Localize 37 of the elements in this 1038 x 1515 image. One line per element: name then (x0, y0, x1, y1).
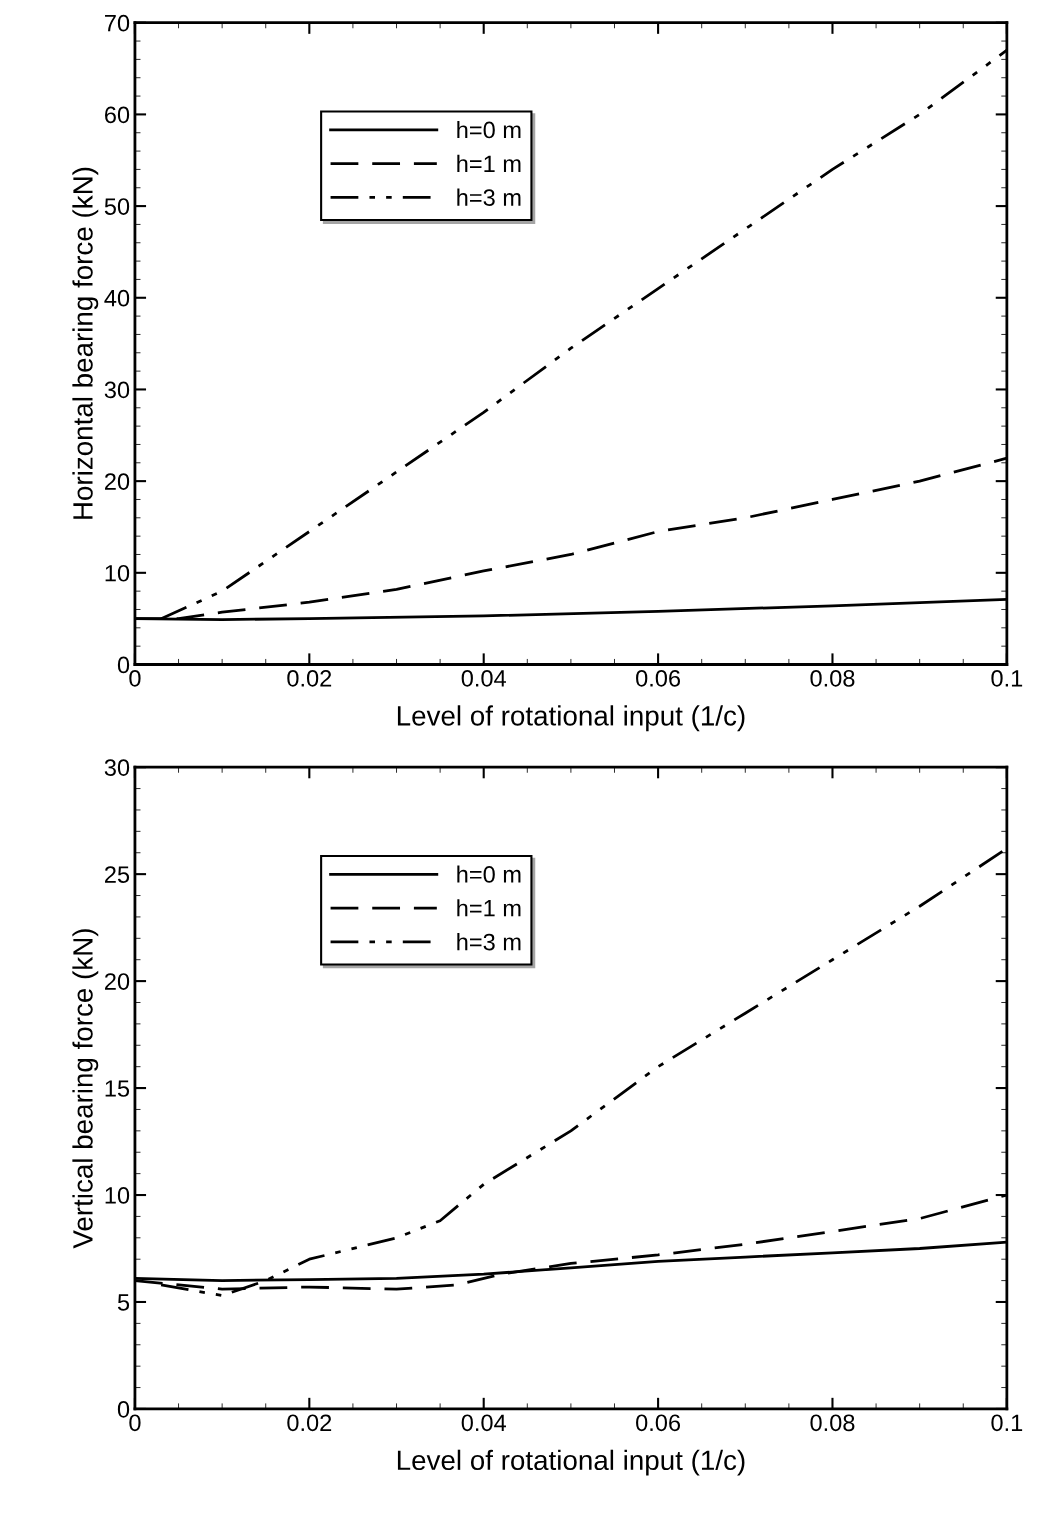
y-tick-label: 15 (105, 1080, 130, 1097)
y-tick-label: 50 (104, 198, 130, 215)
legend-label: h=3 m (457, 933, 521, 951)
y-tick-label: 70 (105, 14, 130, 32)
y-tick-label: 60 (105, 106, 130, 124)
x-tick-label: 0.04 (461, 669, 506, 687)
y-tick-label: 0 (117, 1401, 130, 1418)
x-tick-label: 0.04 (461, 1414, 506, 1432)
legend-label: h=0 m (457, 120, 521, 139)
x-axis-title: Level of rotational input (1/c) (397, 705, 745, 732)
x-tick-label: 0.06 (636, 669, 681, 687)
x-axis-title: Level of rotational input (1/c) (397, 1449, 745, 1476)
y-tick-label: 25 (105, 866, 130, 883)
y-tick-label: 10 (105, 1187, 130, 1204)
y-tick-label: 40 (104, 289, 130, 307)
y-tick-label: 30 (104, 381, 130, 399)
x-tick-label: 0 (129, 669, 141, 687)
x-tick-label: 0 (129, 1414, 141, 1432)
legend-label: h=3 m (457, 188, 521, 206)
x-tick-label: 0.08 (810, 1414, 855, 1432)
y-tick-label: 10 (105, 564, 130, 582)
x-tick-label: 0.1 (991, 669, 1023, 687)
x-tick-label: 0.08 (810, 669, 855, 687)
y-axis-title: Horizontal bearing force (kN) (72, 167, 99, 519)
y-axis-title: Vertical bearing force (kN) (72, 929, 99, 1249)
legend-label: h=1 m (457, 154, 521, 172)
y-tick-label: 20 (105, 973, 130, 990)
y-tick-label: 30 (104, 759, 130, 776)
y-tick-label: 20 (105, 473, 130, 490)
y-tick-label: 5 (117, 1294, 130, 1311)
x-tick-label: 0.06 (636, 1414, 681, 1432)
x-tick-label: 0.02 (287, 1414, 332, 1432)
legend-label: h=1 m (457, 899, 521, 917)
x-tick-label: 0.1 (991, 1414, 1023, 1432)
legend-label: h=0 m (457, 865, 521, 883)
x-tick-label: 0.02 (287, 669, 332, 687)
y-tick-label: 0 (117, 656, 130, 674)
